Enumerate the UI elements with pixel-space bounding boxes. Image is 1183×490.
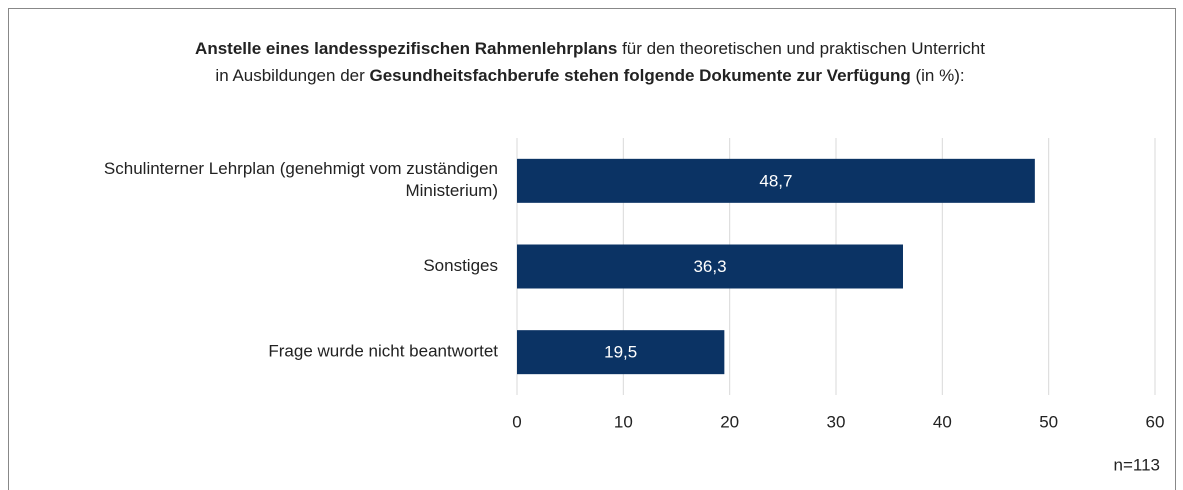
bar <box>517 330 725 375</box>
title-segment: Anstelle eines landesspezifischen Rahmen… <box>195 39 617 58</box>
x-tick-label: 0 <box>512 412 521 431</box>
bar <box>517 158 1035 203</box>
x-tick-label: 50 <box>1039 412 1058 431</box>
y-tick-label: Sonstiges <box>423 256 498 275</box>
value-label: 36,3 <box>693 257 726 276</box>
chart-title: Anstelle eines landesspezifischen Rahmen… <box>195 39 985 58</box>
x-tick-label: 60 <box>1146 412 1165 431</box>
title-segment: für den theoretischen und praktischen Un… <box>617 39 985 58</box>
title-segment: in Ausbildungen der <box>215 66 369 85</box>
x-tick-label: 30 <box>827 412 846 431</box>
title-segment: Gesundheitsfachberufe stehen folgende Do… <box>369 66 910 85</box>
x-tick-label: 10 <box>614 412 633 431</box>
bar <box>517 244 903 289</box>
y-tick-label: Frage wurde nicht beantwortet <box>268 342 498 361</box>
x-tick-label: 40 <box>933 412 952 431</box>
title-segment: (in %): <box>911 66 965 85</box>
chart-title: in Ausbildungen der Gesundheitsfachberuf… <box>215 66 964 85</box>
frame <box>8 8 1176 490</box>
value-label: 19,5 <box>604 343 637 362</box>
y-tick-label: Schulinterner Lehrplan (genehmigt vom zu… <box>104 159 498 200</box>
value-label: 48,7 <box>759 171 792 190</box>
sample-size: n=113 <box>1114 455 1160 474</box>
x-tick-label: 20 <box>720 412 739 431</box>
